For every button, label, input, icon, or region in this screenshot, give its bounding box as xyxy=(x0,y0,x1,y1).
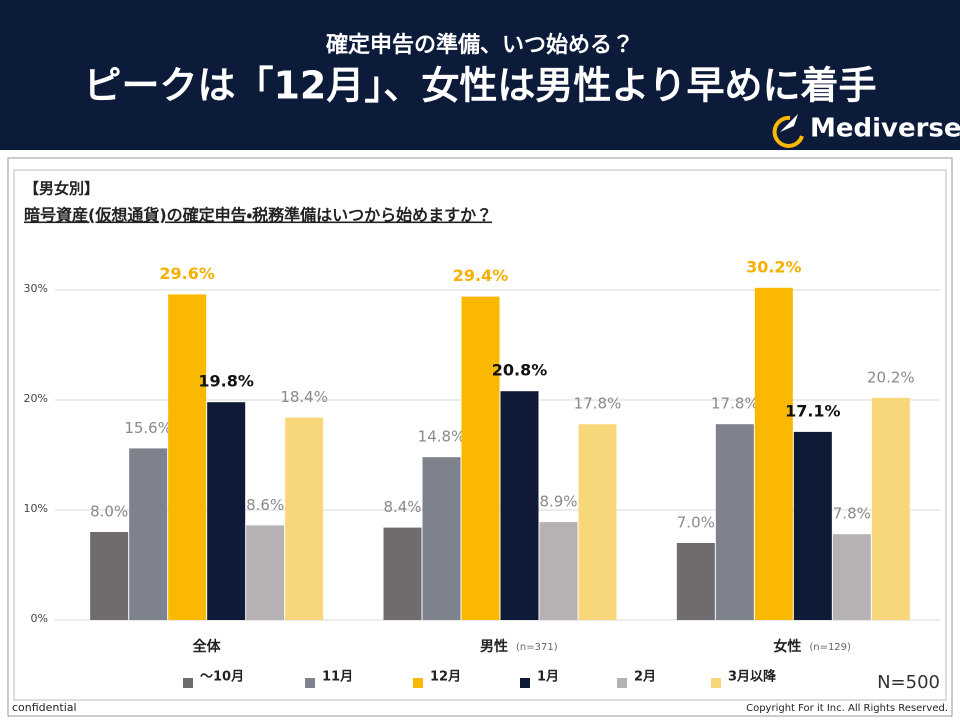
header-title: ピークは「12月」、女性は男性より早めに着手 xyxy=(83,64,876,108)
legend-label: 12月 xyxy=(430,670,461,685)
x-tick-label: 女性 xyxy=(773,638,801,655)
legend-swatch xyxy=(711,678,721,688)
bar xyxy=(422,457,461,620)
value-label: 8.4% xyxy=(383,498,421,516)
value-label: 17.8% xyxy=(711,395,759,413)
legend-label: ～10月 xyxy=(200,670,244,685)
x-tick-label: 男性 xyxy=(480,638,508,655)
value-label: 29.4% xyxy=(453,266,509,285)
bar xyxy=(754,287,793,620)
value-label: 8.9% xyxy=(539,493,577,511)
legend-label: 2月 xyxy=(634,670,656,685)
value-label: 7.8% xyxy=(833,505,871,523)
bar xyxy=(383,527,422,620)
value-label: 19.8% xyxy=(198,372,254,391)
legend-swatch xyxy=(520,678,530,688)
value-label: 7.0% xyxy=(677,514,715,532)
bar xyxy=(578,424,617,620)
category-note: (n=371) xyxy=(516,642,558,653)
bar xyxy=(500,391,539,620)
value-label: 20.2% xyxy=(867,368,915,386)
bar xyxy=(461,296,500,620)
bar xyxy=(793,431,832,620)
value-label: 20.8% xyxy=(492,361,548,380)
bar xyxy=(871,397,910,620)
value-label: 18.4% xyxy=(280,388,328,406)
value-label: 17.1% xyxy=(785,401,841,420)
bar xyxy=(207,402,246,620)
chart-subtitle: 暗号資産(仮想通貨)の確定申告・税務準備はいつから始めますか？ xyxy=(24,206,492,225)
value-label: 8.0% xyxy=(90,503,128,521)
legend-swatch xyxy=(305,678,315,688)
y-tick-label: 0% xyxy=(31,612,48,625)
logo-text: Mediverse xyxy=(810,114,960,144)
logo-icon xyxy=(772,114,804,148)
value-label: 17.8% xyxy=(574,395,622,413)
bar xyxy=(168,294,207,620)
header-band xyxy=(0,0,960,150)
chart-frame xyxy=(13,169,947,701)
footer-left: confidential xyxy=(12,701,77,714)
legend-swatch xyxy=(413,678,423,688)
bar xyxy=(715,424,754,620)
legend-label: 1月 xyxy=(537,670,559,685)
value-label: 15.6% xyxy=(124,419,172,437)
bar xyxy=(129,448,168,620)
x-tick-label: 全体 xyxy=(193,638,222,655)
legend-swatch xyxy=(617,678,627,688)
chart-title: 【男女別】 xyxy=(24,180,99,198)
bar xyxy=(539,522,578,620)
value-label: 29.6% xyxy=(159,264,215,283)
value-label: 30.2% xyxy=(746,257,802,276)
y-tick-label: 20% xyxy=(24,392,48,405)
value-label: 14.8% xyxy=(418,428,466,446)
category-note: (n=129) xyxy=(809,642,851,653)
annotation: N=500 xyxy=(877,672,940,693)
y-tick-label: 30% xyxy=(24,282,48,295)
bar xyxy=(90,532,129,620)
value-label: 8.6% xyxy=(246,496,284,514)
bar xyxy=(676,543,715,620)
bar xyxy=(832,534,871,620)
bar xyxy=(285,417,324,620)
bar xyxy=(246,525,285,620)
content-frame xyxy=(7,157,953,717)
header-subtitle: 確定申告の準備、いつ始める？ xyxy=(326,32,634,58)
legend-label: 11月 xyxy=(322,670,353,685)
y-tick-label: 10% xyxy=(24,502,48,515)
footer-right: Copyright For it Inc. All Rights Reserve… xyxy=(746,703,948,714)
legend-swatch xyxy=(183,678,193,688)
legend-label: 3月以降 xyxy=(728,669,777,685)
